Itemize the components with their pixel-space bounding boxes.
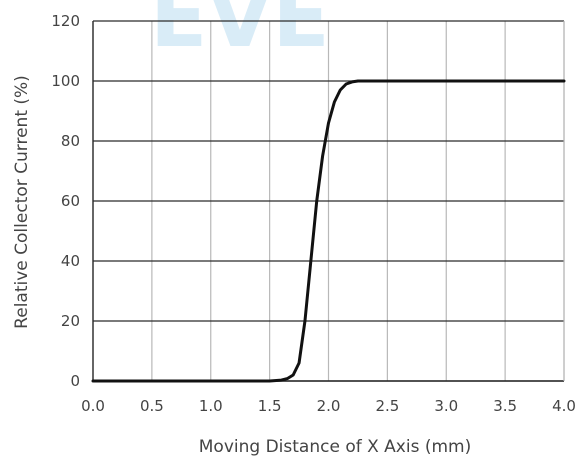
x-tick-label: 0.0 (81, 397, 105, 415)
x-tick-label: 2.5 (375, 397, 399, 415)
y-tick-label: 20 (61, 312, 80, 330)
x-tick-label: 1.0 (199, 397, 223, 415)
y-tick-label: 40 (61, 252, 80, 270)
series-line (91, 79, 566, 383)
y-axis-title: Relative Collector Current (%) (12, 75, 32, 329)
y-tick-label: 80 (61, 132, 80, 150)
x-tick-label: 0.5 (140, 397, 164, 415)
x-tick-label: 3.5 (493, 397, 517, 415)
y-tick-label: 60 (61, 192, 80, 210)
x-tick-label: 1.5 (258, 397, 282, 415)
gridlines (92, 20, 565, 382)
x-axis-title: Moving Distance of X Axis (mm) (199, 437, 471, 457)
x-tick-label: 3.0 (434, 397, 458, 415)
watermark-text: EVE (150, 0, 330, 66)
tick-labels: 0.0 0.5 1.0 1.5 2.0 2.5 3.0 3.5 4.0 0 20 40 60 80 100 1… (51, 12, 576, 415)
x-tick-label: 2.0 (317, 397, 341, 415)
y-tick-label: 100 (51, 72, 80, 90)
y-tick-label: 120 (51, 12, 80, 30)
y-tick-label: 0 (70, 372, 80, 390)
x-tick-label: 4.0 (552, 397, 576, 415)
plot-area (91, 79, 566, 383)
